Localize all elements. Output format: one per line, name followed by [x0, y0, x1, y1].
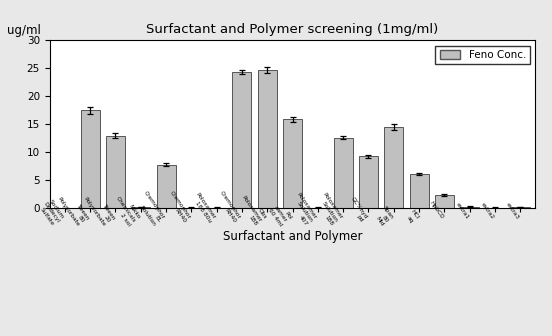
- Bar: [410, 174, 428, 208]
- Bar: [157, 165, 176, 208]
- Bar: [106, 135, 125, 208]
- Bar: [131, 207, 150, 208]
- Bar: [258, 70, 277, 208]
- Bar: [460, 207, 479, 208]
- Bar: [283, 119, 302, 208]
- Bar: [435, 195, 454, 208]
- Bar: [384, 127, 404, 208]
- Title: Surfactant and Polymer screening (1mg/ml): Surfactant and Polymer screening (1mg/ml…: [146, 24, 439, 36]
- Legend: Feno Conc.: Feno Conc.: [436, 46, 530, 64]
- Text: ug/ml: ug/ml: [7, 24, 40, 37]
- Bar: [359, 156, 378, 208]
- Bar: [511, 207, 530, 208]
- X-axis label: Surfactant and Polymer: Surfactant and Polymer: [223, 229, 362, 243]
- Bar: [81, 110, 100, 208]
- Bar: [333, 138, 353, 208]
- Bar: [232, 72, 252, 208]
